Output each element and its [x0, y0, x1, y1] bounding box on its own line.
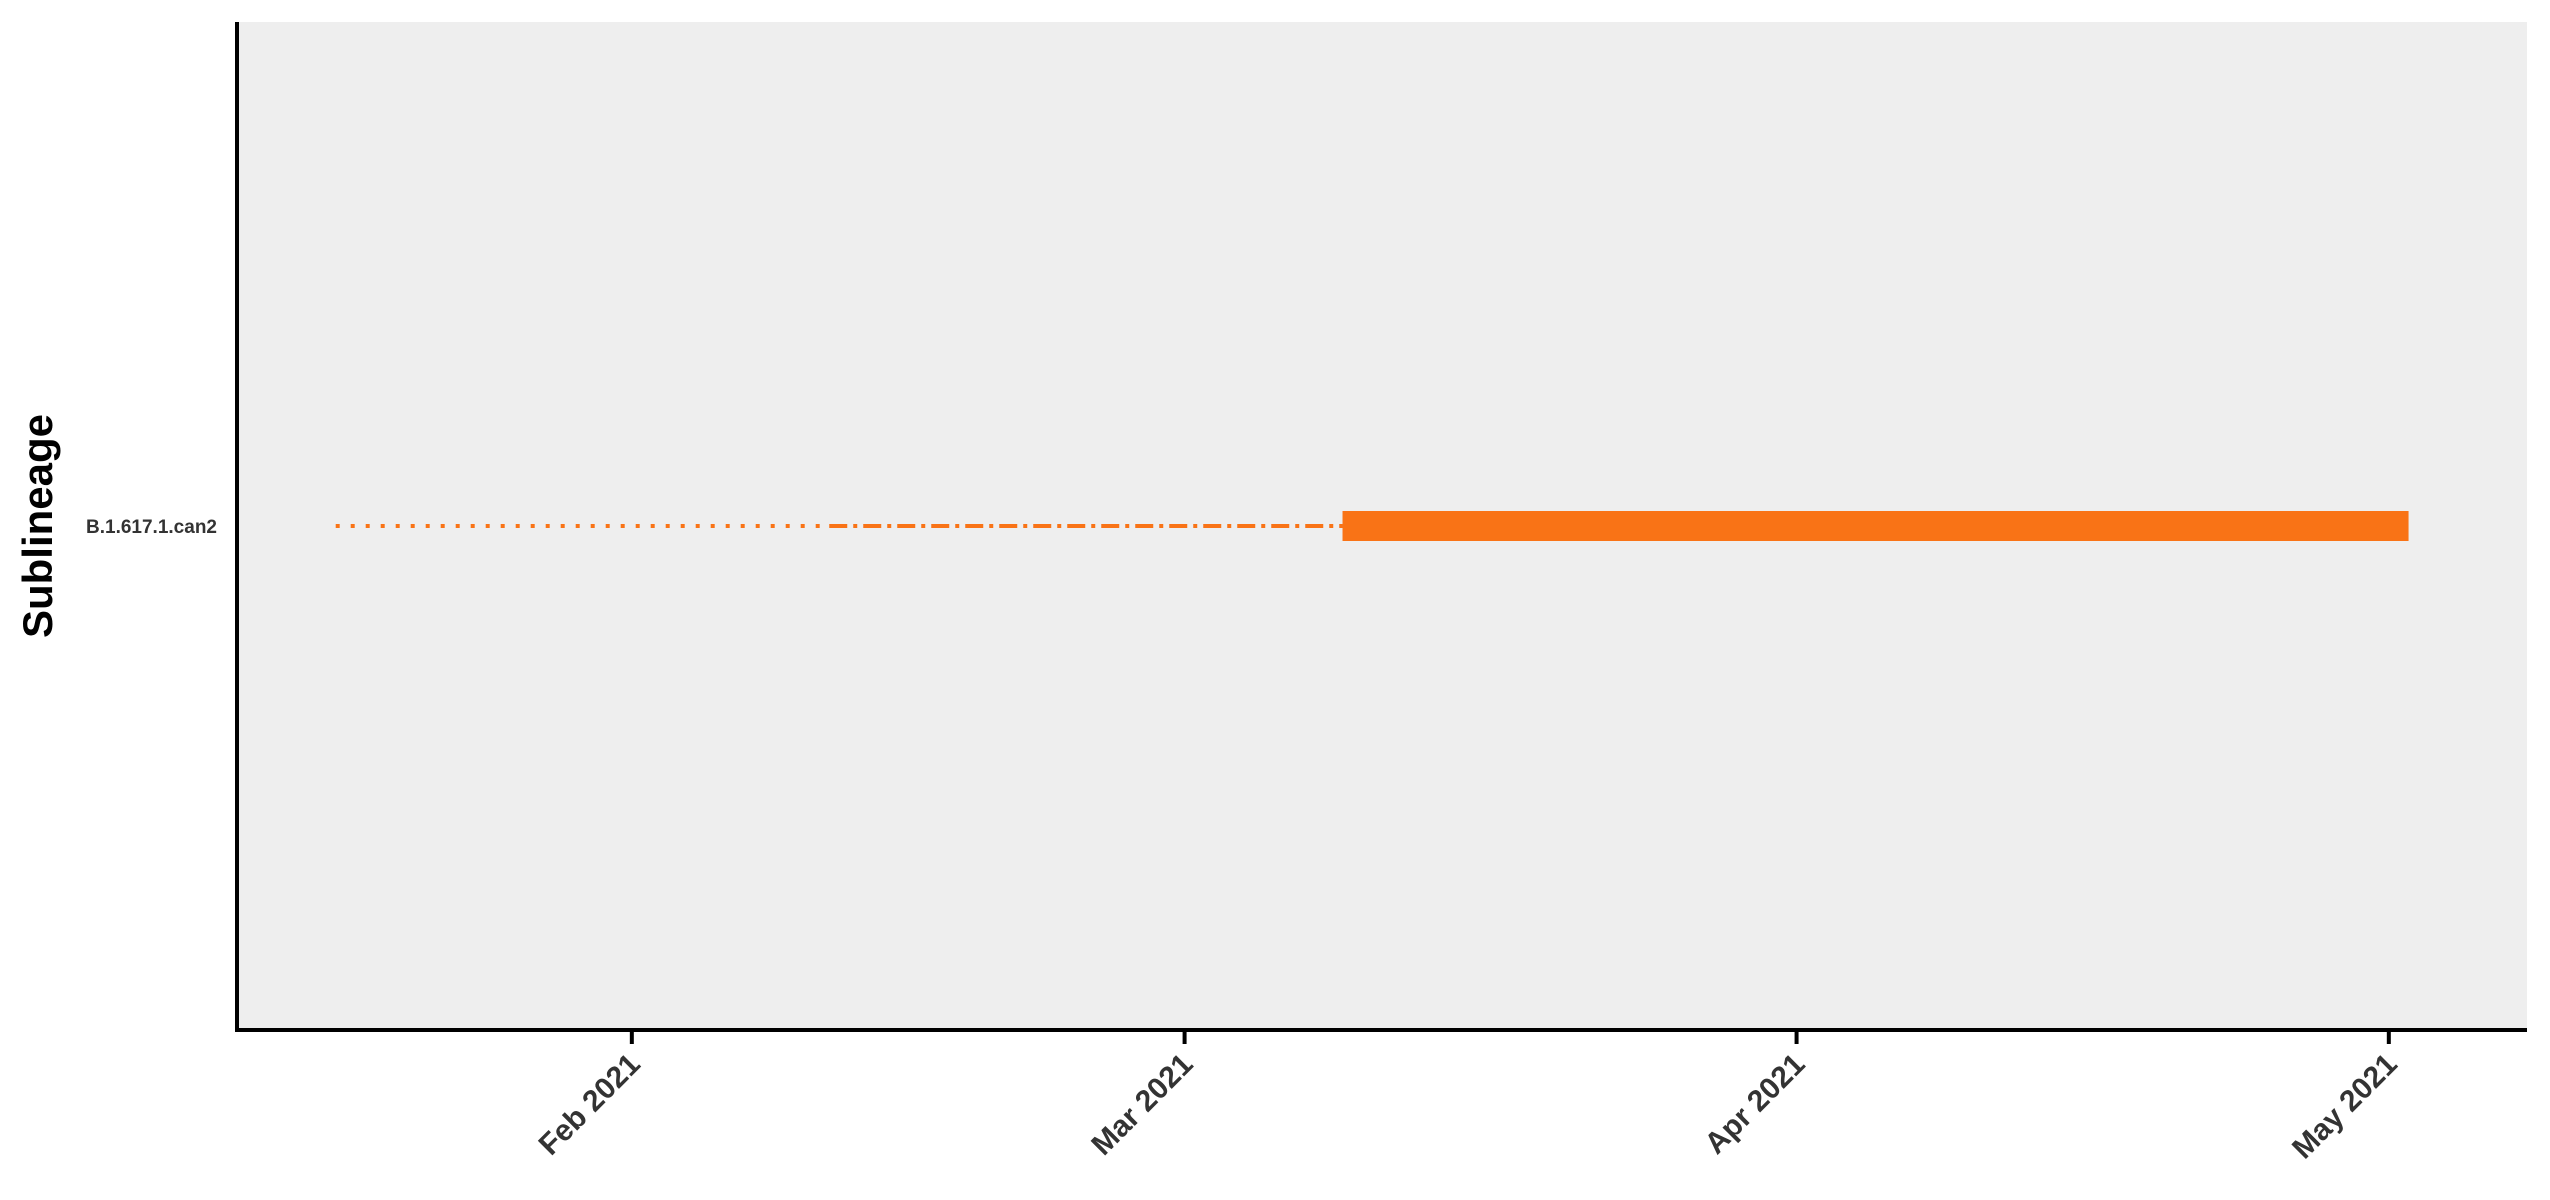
y-labels-layer: B.1.617.1.can2 — [86, 517, 217, 538]
y-axis-title: Sublineage — [14, 414, 61, 638]
x-tick-label: Mar 2021 — [1085, 1048, 1199, 1162]
x-tick-label: Feb 2021 — [533, 1048, 647, 1162]
x-tick-label: May 2021 — [2286, 1048, 2404, 1166]
category-label: B.1.617.1.can2 — [86, 517, 217, 538]
x-ticks-layer: Feb 2021 Mar 2021 Apr 2021 May 2021 — [533, 1030, 2404, 1165]
x-tick-label: Apr 2021 — [1699, 1048, 1812, 1161]
